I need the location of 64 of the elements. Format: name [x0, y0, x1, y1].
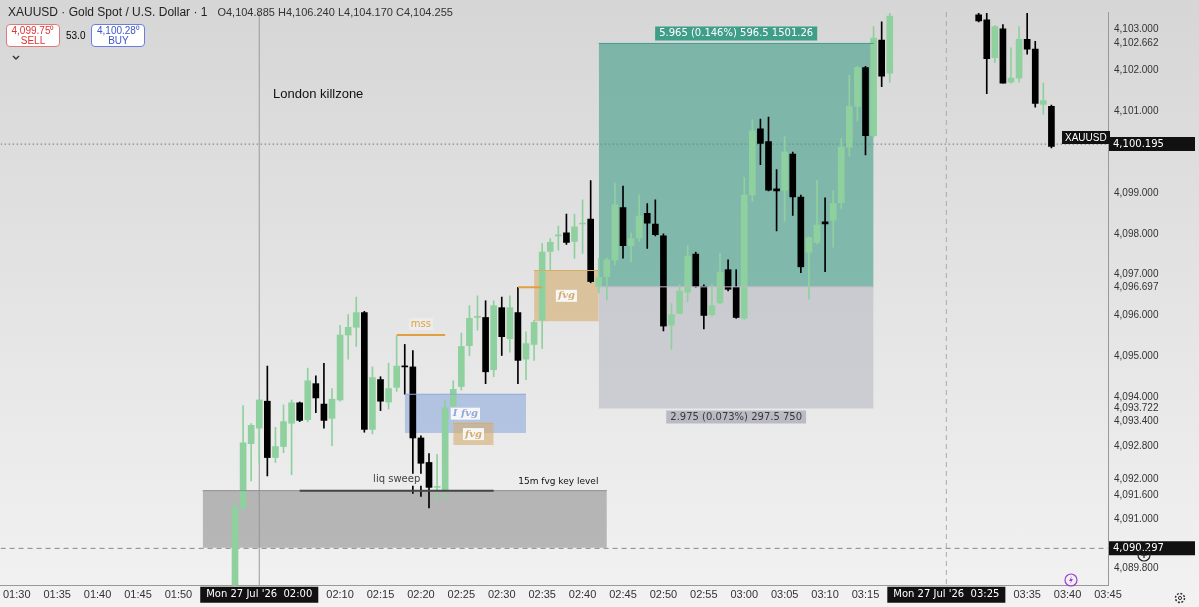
- text: 2.975 (0.073%) 297.5 750: [670, 411, 803, 423]
- series-label: liq sweep: [373, 473, 421, 485]
- x-tick-label: 03:05: [770, 588, 799, 601]
- series-label: fvg: [556, 289, 575, 301]
- x-tick-label: 02:40: [568, 588, 597, 601]
- series-label: I fvg: [451, 407, 479, 419]
- chart-subtitle: O4,104.885 H4,106.240 L4,104.170 C4,104.255: [217, 6, 453, 18]
- x-tick-label: 02:25: [447, 588, 476, 601]
- series-label: mss: [410, 317, 432, 329]
- y-tick-label: 4,102.662: [1114, 37, 1159, 49]
- y-tick-label: 4,094.000: [1114, 390, 1159, 402]
- ref-line-label: 4,090.297: [1113, 541, 1164, 553]
- candlestick: [643, 203, 651, 249]
- y-tick-label: 4,095.000: [1114, 350, 1159, 362]
- series-label: 15m fvg key level: [518, 475, 599, 486]
- chart-title: XAUUSD · Gold Spot / U.S. Dollar · 1: [8, 5, 208, 19]
- series-label: 5.965 (0.146%) 596.5 1501.26: [659, 27, 814, 39]
- x-tick-label: 03:15: [851, 588, 880, 601]
- ref-line-label: Mon 27 Jul '26 03:25: [893, 588, 1000, 600]
- x-tick-label: 02:15: [366, 588, 395, 601]
- y-tick-label: 4,091.000: [1114, 513, 1159, 525]
- annotation: 4,099.75⁰: [10, 25, 56, 36]
- y-tick-label: 4,091.600: [1114, 488, 1159, 500]
- y-tick-label: 4,098.000: [1114, 227, 1159, 239]
- y-tick-label: 4,089.800: [1114, 562, 1159, 574]
- annotation: XAUUSD: [1062, 131, 1110, 144]
- x-tick-label: 02:35: [528, 588, 556, 601]
- x-tick-label: 03:00: [730, 588, 759, 601]
- x-tick-label: 03:10: [811, 588, 839, 601]
- x-tick-label: 02:45: [609, 588, 637, 601]
- y-tick-label: 4,096.697: [1114, 280, 1159, 292]
- y-tick-label: 4,093.400: [1114, 415, 1159, 427]
- x-tick-label: 02:50: [649, 588, 678, 601]
- y-tick-label: 4,097.000: [1114, 268, 1159, 280]
- x-tick-label: 01:45: [124, 588, 152, 601]
- x-tick-label: 03:45: [1094, 588, 1122, 601]
- x-tick-label: 01:40: [83, 588, 112, 601]
- annotation: London killzone: [273, 86, 364, 101]
- x-tick-label: 01:35: [43, 588, 71, 601]
- ref-line-label: Mon 27 Jul '26 02:00: [206, 588, 313, 600]
- y-tick-label: 4,093.722: [1114, 402, 1159, 414]
- candlestick: [433, 453, 441, 502]
- x-tick-label: 02:55: [690, 588, 718, 601]
- x-tick-label: 02:20: [407, 588, 435, 601]
- annotation: 4,100.28⁰: [96, 25, 141, 36]
- x-tick-label: 03:40: [1053, 588, 1082, 601]
- annotation: 53.0: [66, 30, 86, 41]
- y-tick-label: 4,092.800: [1114, 439, 1159, 451]
- y-tick-label: 4,099.000: [1114, 186, 1159, 198]
- y-tick-label: 4,096.000: [1114, 309, 1159, 321]
- x-tick-label: 02:30: [487, 588, 516, 601]
- y-tick-label: 4,103.000: [1114, 23, 1159, 35]
- y-tick-label: 4,092.000: [1114, 472, 1159, 484]
- ref-line-label: 4,100.195: [1113, 137, 1164, 149]
- annotation: BUY: [108, 35, 129, 46]
- x-tick-label: 01:50: [164, 588, 193, 601]
- y-tick-label: 4,101.000: [1114, 104, 1159, 116]
- x-tick-label: 03:35: [1013, 588, 1041, 601]
- candlestick: [1007, 47, 1015, 84]
- x-tick-label: 01:30: [3, 588, 31, 601]
- y-tick-label: 4,102.000: [1114, 64, 1159, 76]
- x-tick-label: 02:10: [326, 588, 354, 601]
- series-label: fvg: [463, 427, 483, 439]
- annotation: SELL: [20, 35, 46, 46]
